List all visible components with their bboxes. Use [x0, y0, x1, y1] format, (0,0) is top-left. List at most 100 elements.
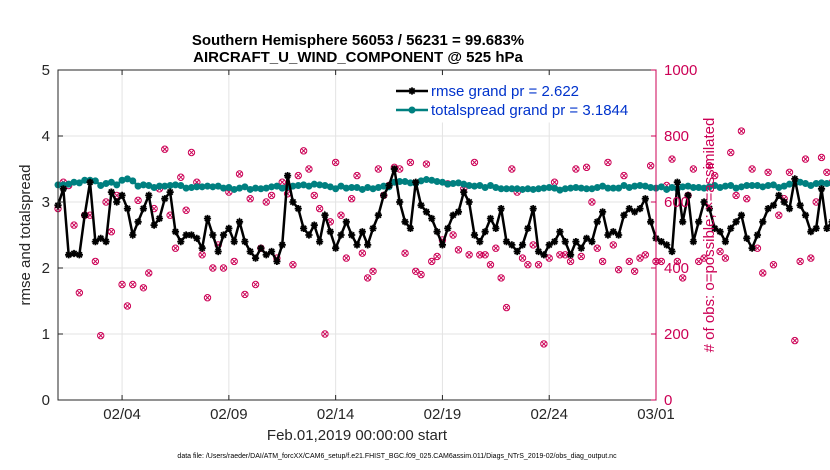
rmse-point — [235, 218, 244, 226]
rmse-point — [91, 238, 99, 246]
rmse-point — [337, 231, 345, 239]
rmse-point — [529, 205, 537, 213]
rmse-point — [102, 238, 110, 246]
obs-assimilated-marker — [776, 212, 782, 218]
rmse-point — [385, 181, 393, 190]
obs-assimilated-marker — [712, 173, 718, 179]
rmse-point — [716, 228, 724, 236]
rmse-point — [721, 238, 730, 246]
obs-possible-marker — [476, 251, 484, 259]
rmse-point — [70, 249, 78, 258]
rmse-point — [577, 244, 585, 252]
obs-possible-marker — [609, 241, 617, 249]
obs-assimilated-marker — [813, 199, 819, 205]
obs-possible-marker — [369, 267, 377, 275]
obs-count-point — [369, 267, 377, 275]
obs-assimilated-marker — [311, 192, 317, 198]
obs-possible-marker — [454, 246, 463, 254]
rmse-point — [492, 224, 500, 232]
obs-count-point — [294, 171, 302, 180]
obs-possible-marker — [657, 257, 666, 266]
rmse-point — [807, 228, 815, 236]
rmse-point — [743, 234, 751, 242]
obs-count-point — [620, 171, 628, 180]
rmse-point — [673, 178, 681, 186]
obs-count-point — [219, 264, 228, 272]
obs-assimilated-marker — [589, 199, 595, 205]
y-tick-label: 0 — [42, 392, 50, 409]
obs-assimilated-marker — [482, 252, 488, 258]
obs-count-point — [657, 257, 666, 266]
rmse-point — [364, 241, 372, 249]
obs-assimilated-marker — [140, 285, 146, 291]
rmse-point — [278, 241, 286, 249]
y-tick-label: 4 — [42, 128, 50, 145]
rmse-point — [300, 224, 308, 232]
obs-assimilated-marker — [503, 305, 510, 311]
obs-assimilated-marker — [119, 281, 125, 288]
rmse-point — [823, 224, 830, 232]
obs-assimilated-marker — [413, 268, 419, 274]
obs-count-point — [534, 261, 543, 269]
rmse-point — [508, 241, 516, 249]
obs-possible-marker — [209, 264, 217, 272]
obs-possible-marker — [497, 274, 505, 282]
rmse-point — [679, 218, 687, 226]
rmse-point — [438, 241, 447, 249]
obs-possible-marker — [556, 251, 564, 259]
rmse-point — [684, 191, 692, 199]
obs-assimilated-marker — [578, 253, 584, 260]
obs-assimilated-marker — [471, 159, 478, 165]
obs-assimilated-marker — [103, 199, 109, 205]
y-tick-label: 3 — [42, 194, 50, 211]
rmse-point — [358, 228, 366, 236]
obs-count-point — [678, 274, 687, 282]
rmse-point — [150, 221, 158, 229]
rmse-point — [214, 247, 222, 256]
rmse-point — [182, 231, 190, 239]
obs-possible-marker — [262, 198, 270, 206]
obs-assimilated-marker — [535, 262, 542, 268]
rmse-point — [753, 231, 762, 239]
rmse-point — [123, 205, 132, 213]
rmse-point — [524, 224, 532, 232]
obs-count-point — [246, 195, 254, 203]
rmse-point — [326, 228, 334, 236]
rmse-point — [540, 251, 548, 259]
obs-count-point — [775, 211, 783, 219]
obs-count-point — [406, 158, 415, 167]
obs-count-point — [454, 246, 463, 254]
obs-assimilated-marker — [317, 206, 323, 212]
obs-assimilated-marker — [301, 148, 307, 154]
totalspread-point — [177, 182, 185, 189]
obs-assimilated-marker — [680, 275, 686, 281]
obs-assimilated-marker — [295, 173, 301, 179]
obs-count-point — [737, 127, 746, 135]
obs-assimilated-marker — [370, 268, 376, 274]
obs-assimilated-marker — [130, 281, 136, 288]
rmse-point — [251, 254, 260, 262]
obs-count-point — [251, 280, 260, 289]
obs-assimilated-marker — [236, 171, 243, 177]
obs-possible-marker — [417, 270, 425, 279]
obs-count-point — [422, 160, 431, 168]
obs-possible-marker — [289, 261, 297, 269]
obs-count-point — [556, 251, 564, 259]
rmse-point — [59, 185, 67, 193]
obs-assimilated-marker — [706, 163, 712, 169]
obs-count-point — [230, 257, 238, 266]
rmse-point — [796, 201, 804, 209]
obs-assimilated-marker — [333, 159, 339, 165]
obs-assimilated-marker — [600, 258, 606, 264]
obs-assimilated-marker — [744, 196, 750, 202]
rmse-point — [171, 228, 180, 236]
rmse-point — [134, 218, 142, 226]
obs-count-point — [139, 284, 148, 292]
obs-possible-marker — [358, 249, 367, 257]
obs-possible-marker — [412, 267, 420, 275]
obs-possible-marker — [577, 252, 585, 261]
obs-assimilated-marker — [594, 245, 600, 251]
obs-possible-marker — [251, 280, 260, 289]
obs-count-point — [465, 251, 473, 259]
rmse-point — [332, 244, 340, 252]
